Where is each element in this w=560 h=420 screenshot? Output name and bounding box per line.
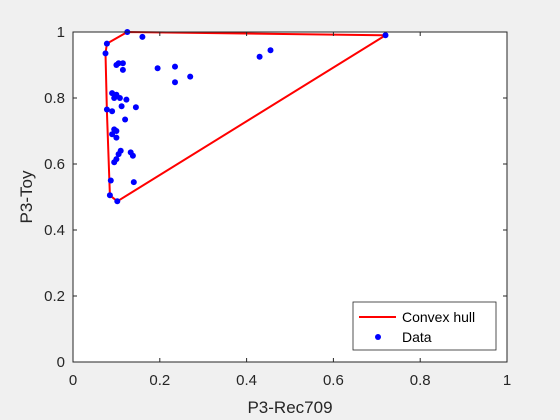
x-tick-label: 0.8 [410, 372, 431, 389]
data-point-11 [154, 65, 161, 72]
data-point-13 [187, 73, 194, 80]
legend-box [352, 301, 497, 351]
data-point-17 [111, 95, 118, 101]
y-tick-label: 0.6 [44, 156, 65, 173]
x-tick-label: 0.2 [149, 372, 170, 389]
x-tick-label: 0 [69, 372, 77, 389]
data-point-28 [113, 134, 120, 141]
legend-label-data: Data [402, 329, 432, 345]
data-point-31 [129, 152, 136, 159]
y-tick-label: 0 [57, 354, 65, 371]
data-point-6 [256, 53, 263, 60]
data-point-37 [106, 192, 113, 199]
data-point-1 [382, 32, 389, 39]
legend-label-convex-hull: Convex hull [402, 309, 475, 325]
data-point-8 [119, 60, 126, 67]
legend: Convex hull Data [352, 301, 497, 351]
y-tick-label: 0.2 [44, 288, 65, 305]
data-point-24 [122, 116, 129, 123]
data-point-36 [130, 179, 137, 186]
y-tick-label: 0.8 [44, 90, 65, 107]
data-point-18 [116, 95, 123, 101]
data-point-32 [115, 151, 122, 158]
data-point-21 [109, 108, 116, 115]
legend-dot-swatch [375, 334, 381, 340]
data-point-27 [113, 128, 120, 134]
data-point-14 [172, 79, 178, 86]
data-point-38 [114, 198, 121, 205]
data-point-4 [139, 33, 146, 40]
data-point-22 [118, 103, 125, 110]
x-axis-label: P3-Rec709 [247, 398, 332, 417]
data-point-23 [132, 104, 139, 111]
data-point-2 [103, 40, 110, 47]
axis-ticks: 0 0.2 0.4 0.6 0.8 1 0 0.2 0.4 0.6 0.8 1 [44, 24, 511, 389]
chart-marks [102, 29, 389, 205]
data-point-3 [102, 50, 109, 57]
x-tick-label: 0.4 [236, 372, 257, 389]
y-axis-label: P3-Toy [17, 170, 36, 223]
data-point-5 [267, 47, 274, 54]
data-point-10 [119, 66, 126, 73]
data-point-12 [172, 63, 178, 70]
x-tick-label: 0.6 [323, 372, 344, 389]
data-point-26 [109, 131, 116, 138]
data-point-35 [107, 177, 114, 184]
axes-box [72, 31, 508, 363]
data-point-20 [103, 106, 110, 113]
data-point-19 [123, 96, 130, 103]
data-point-9 [113, 62, 120, 68]
y-tick-label: 0.4 [44, 222, 65, 239]
x-tick-label: 1 [503, 372, 511, 389]
data-point-34 [111, 159, 118, 166]
y-tick-label: 1 [57, 24, 65, 41]
